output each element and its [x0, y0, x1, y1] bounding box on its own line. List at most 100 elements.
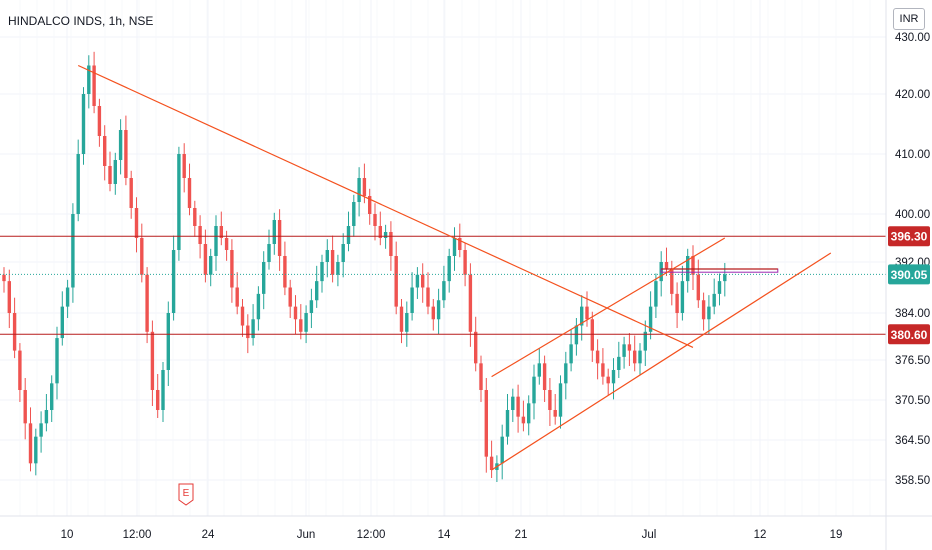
- candle-body: [558, 383, 563, 417]
- candle-body: [500, 436, 504, 464]
- candle-body: [124, 130, 128, 178]
- candle-body: [103, 136, 107, 166]
- x-tick-label: 12:00: [123, 529, 152, 541]
- candle-body: [108, 166, 112, 184]
- candle-body: [55, 338, 59, 384]
- candle-body: [235, 287, 239, 307]
- x-tick-label: 21: [515, 529, 528, 541]
- price-label-text: 396.30: [891, 230, 928, 244]
- price-label-box: [888, 264, 930, 285]
- candle-body: [320, 262, 324, 282]
- candle-body: [574, 325, 579, 345]
- candle-body: [166, 313, 170, 370]
- candle-body: [511, 396, 515, 410]
- candle-body: [585, 306, 589, 320]
- candle-body: [601, 363, 605, 377]
- candle-body: [177, 154, 181, 250]
- candle-body: [362, 178, 367, 196]
- candle-body: [97, 106, 102, 136]
- candle-body: [23, 390, 27, 424]
- candle-body: [548, 390, 552, 410]
- candle-body: [442, 281, 446, 301]
- x-tick-label: 12: [754, 529, 767, 541]
- candle-body: [330, 250, 335, 275]
- candle-body: [156, 390, 160, 410]
- candle-body: [654, 281, 658, 307]
- candle-body: [521, 416, 526, 424]
- candle-body: [638, 350, 642, 364]
- trendline: [77, 64, 694, 349]
- candles: [2, 51, 727, 483]
- y-tick-label: 400.00: [895, 209, 930, 221]
- candle-body: [209, 256, 213, 275]
- currency-unit-button[interactable]: INR: [893, 8, 925, 30]
- candle-body: [39, 423, 43, 437]
- candle-body: [240, 306, 245, 326]
- candle-body: [421, 274, 425, 288]
- candle-body: [431, 306, 435, 320]
- candle-body: [346, 226, 351, 244]
- candle-body: [691, 256, 695, 275]
- candle-body: [341, 244, 345, 262]
- candle-body: [415, 274, 420, 288]
- candle-body: [611, 370, 616, 384]
- candle-body: [516, 396, 520, 417]
- x-tick-label: 14: [438, 529, 451, 541]
- candle-body: [325, 250, 329, 262]
- candle-body: [357, 178, 361, 202]
- drawings[interactable]: [0, 64, 886, 471]
- candle-body: [224, 238, 229, 250]
- candle-body: [436, 300, 441, 320]
- candle-body: [113, 160, 117, 184]
- candle-body: [71, 214, 75, 288]
- y-tick-label: 410.00: [895, 149, 930, 161]
- candle-body: [193, 208, 197, 226]
- candle-body: [304, 313, 308, 332]
- y-tick-label: 376.50: [895, 355, 930, 367]
- candle-body: [479, 363, 483, 390]
- x-tick-label: 24: [202, 529, 215, 541]
- candle-body: [283, 256, 287, 288]
- candle-body: [474, 331, 478, 364]
- candle-body: [532, 376, 536, 404]
- candle-body: [288, 287, 292, 307]
- candle-body: [145, 274, 149, 332]
- candle-body: [394, 256, 398, 307]
- candle-body: [368, 196, 372, 214]
- candle-body: [717, 281, 722, 294]
- candle-body: [505, 410, 510, 437]
- candle-body: [606, 376, 610, 384]
- candle-body: [622, 344, 626, 357]
- candle-body: [277, 220, 282, 256]
- candle-body: [2, 274, 6, 282]
- candle-body: [712, 293, 716, 307]
- candle-body: [542, 363, 547, 390]
- candle-body: [447, 256, 451, 282]
- candle-body: [187, 178, 192, 208]
- candle-body: [527, 403, 531, 424]
- candle-body: [92, 65, 96, 106]
- candle-body: [627, 344, 632, 351]
- candle-body: [590, 319, 594, 351]
- x-tick-label: Jul: [642, 529, 657, 541]
- candle-body: [7, 281, 11, 313]
- candle-body: [553, 410, 557, 417]
- candle-body: [214, 226, 218, 256]
- candle-body: [12, 313, 17, 351]
- earnings-icon: [178, 483, 194, 506]
- y-tick-label: 384.00: [895, 308, 930, 320]
- candle-body: [76, 154, 80, 214]
- price-labels: 396.30 390.05 380.60: [888, 226, 930, 345]
- price-label-box: [888, 226, 930, 247]
- candle-body: [569, 344, 573, 364]
- candle-body: [383, 232, 388, 238]
- candle-body: [267, 244, 271, 262]
- candle-body: [595, 350, 600, 364]
- candle-body: [537, 363, 541, 377]
- candle-body: [664, 262, 669, 269]
- earnings-marker-label: E: [183, 488, 190, 499]
- candle-body: [262, 262, 266, 294]
- price-label-text: 390.05: [891, 268, 928, 282]
- candle-body: [299, 319, 303, 332]
